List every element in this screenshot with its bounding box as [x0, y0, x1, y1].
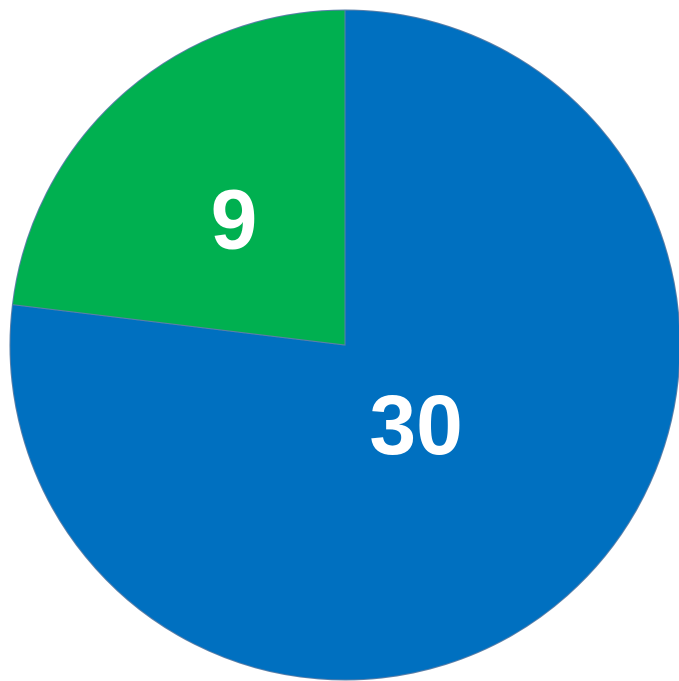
pie-slice-9 [11, 9, 346, 346]
pie-data-labels: 30 9 [211, 173, 463, 473]
pie-data-label-30: 30 [369, 378, 462, 472]
pie-data-label-9: 9 [211, 173, 258, 267]
pie-slices [9, 9, 679, 681]
